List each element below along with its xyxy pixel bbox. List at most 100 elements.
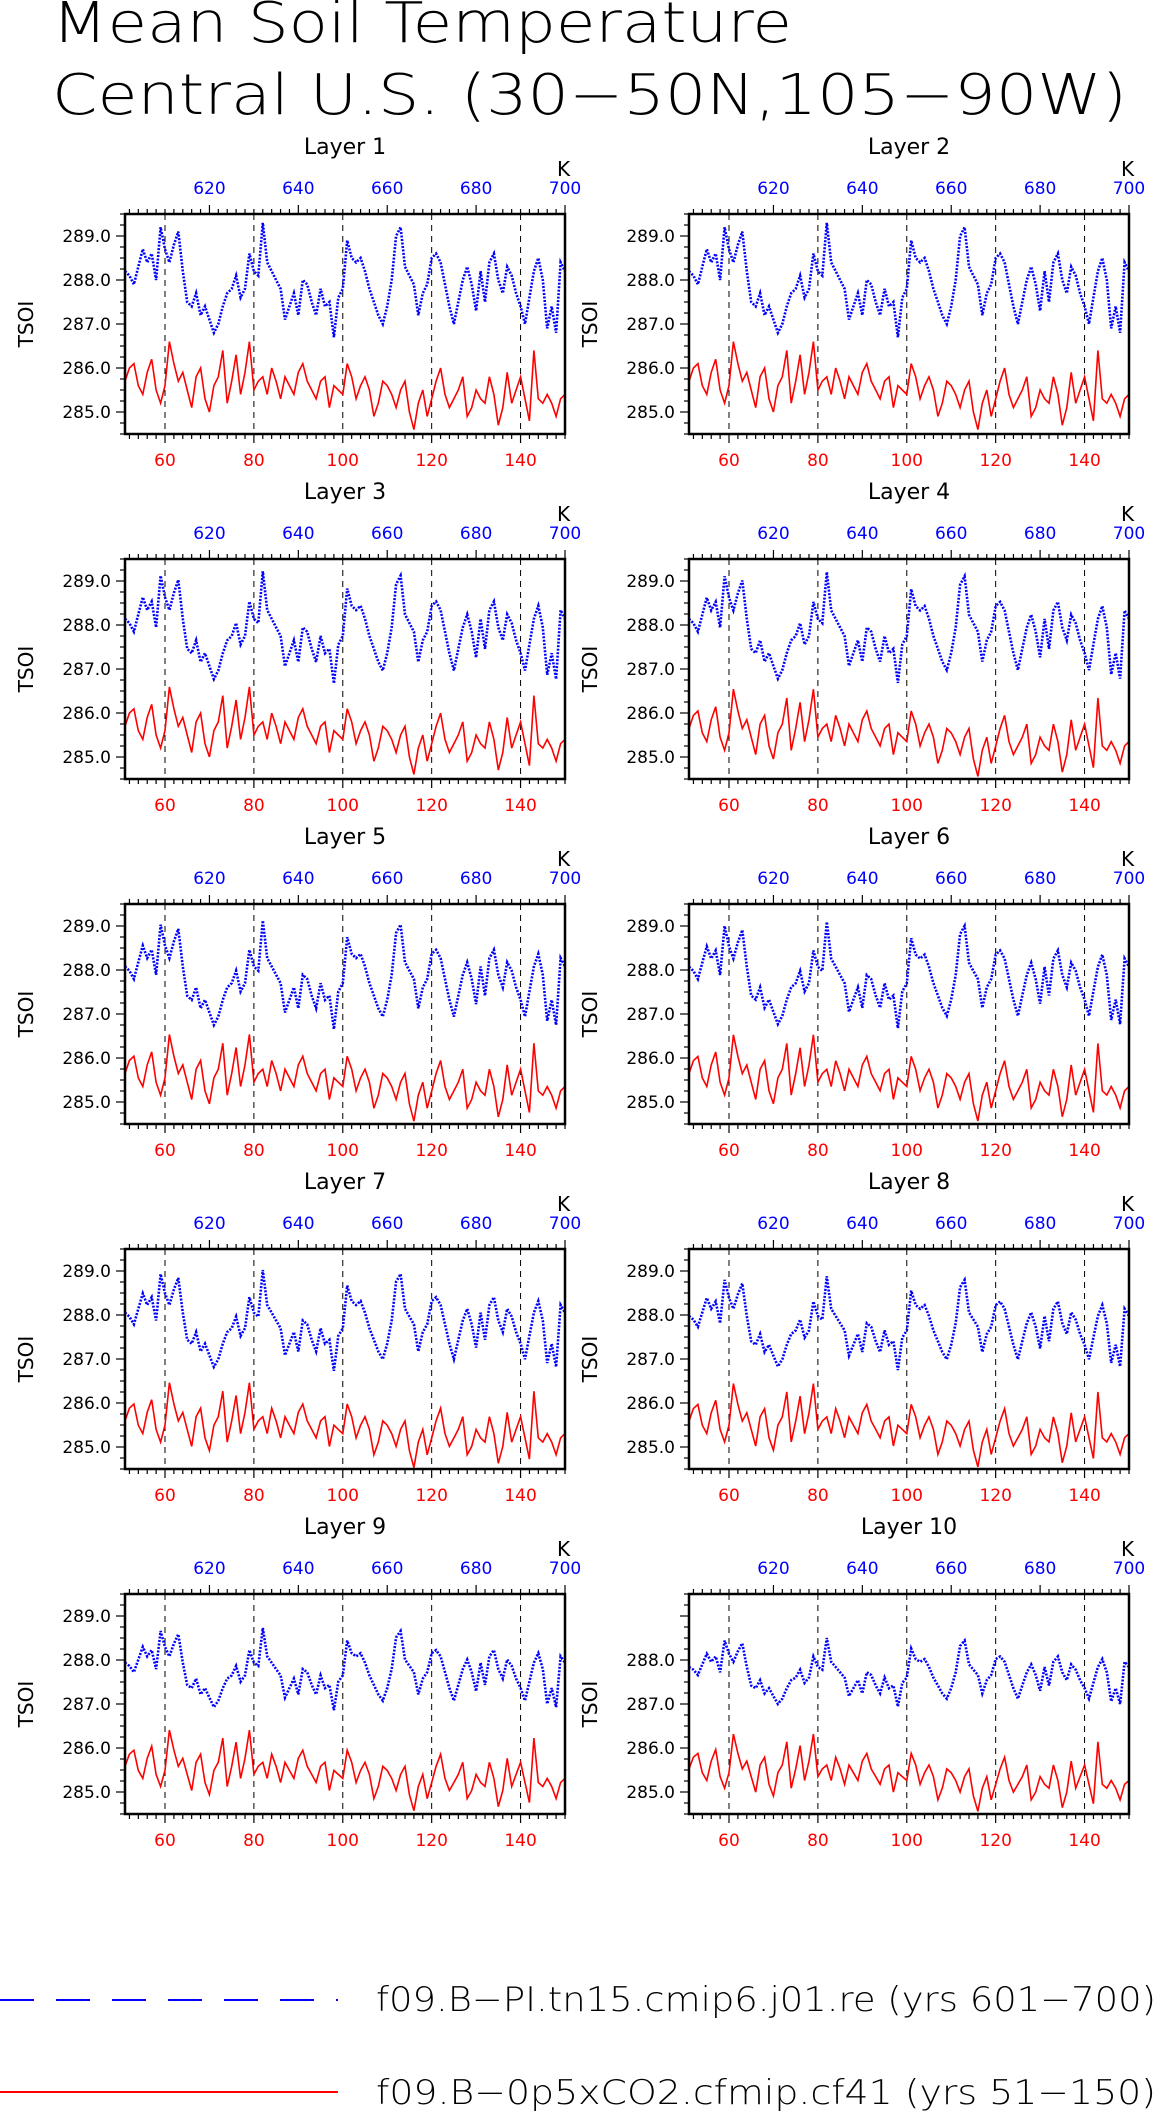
y-tick-label: 289.0 [626, 1262, 675, 1282]
x-bottom-tick-label: 60 [718, 796, 740, 816]
y-tick-label: 287.0 [626, 1350, 675, 1370]
x-bottom-tick-label: 100 [891, 1486, 923, 1506]
x-top-tick-label: 700 [549, 179, 581, 199]
series-line-pi [124, 920, 567, 1030]
y-tick-label: 289.0 [62, 227, 111, 247]
x-bottom-tick-label: 140 [504, 1486, 536, 1506]
y-tick-label: 285.0 [62, 748, 111, 768]
y-axis-label: TSOI [14, 1336, 38, 1384]
x-top-unit-label: K [557, 157, 571, 181]
y-tick-label: 287.0 [62, 660, 111, 680]
x-top-unit-label: K [1121, 502, 1135, 526]
x-bottom-tick-label: 80 [807, 796, 829, 816]
x-top-tick-label: 620 [193, 869, 225, 889]
y-tick-label: 287.0 [62, 315, 111, 335]
x-bottom-tick-label: 60 [718, 1141, 740, 1161]
x-bottom-tick-label: 120 [979, 796, 1011, 816]
x-top-tick-label: 660 [935, 1559, 967, 1579]
series-line-pi [688, 921, 1131, 1029]
figure-title-line1: Mean Soil Temperature [52, 0, 792, 56]
x-top-tick-label: 660 [371, 869, 403, 889]
y-axis-label: TSOI [578, 1681, 602, 1729]
series-line-pi [688, 571, 1131, 684]
x-top-unit-label: K [1121, 1192, 1135, 1216]
y-tick-label: 286.0 [62, 1739, 111, 1759]
x-top-tick-label: 620 [757, 1214, 789, 1234]
y-axis-label: TSOI [14, 646, 38, 694]
plot-frame [123, 1247, 567, 1471]
y-tick-label: 286.0 [626, 1049, 675, 1069]
plot-frame [687, 557, 1131, 781]
series-line-0p5xco2 [124, 341, 566, 430]
plot-frame [687, 212, 1131, 436]
y-tick-label: 288.0 [62, 616, 111, 636]
y-tick-label: 285.0 [626, 1093, 675, 1113]
x-top-tick-label: 620 [193, 1559, 225, 1579]
y-axis-label: TSOI [14, 1681, 38, 1729]
series-line-0p5xco2 [688, 341, 1130, 430]
y-tick-label: 289.0 [62, 1262, 111, 1282]
panel-title: Layer 10 [861, 1515, 957, 1540]
y-tick-label: 288.0 [626, 616, 675, 636]
y-tick-label: 285.0 [62, 1438, 111, 1458]
legend: f09.B−PI.tn15.cmip6.j01.re (yrs 601−700)… [0, 1980, 1155, 2113]
figure-title-line2: Central U.S. (30−50N,105−90W) [52, 63, 1127, 128]
x-bottom-tick-label: 100 [891, 1141, 923, 1161]
x-top-tick-label: 620 [757, 524, 789, 544]
x-top-tick-label: 680 [460, 179, 492, 199]
series-line-0p5xco2 [124, 1034, 566, 1122]
plot-frame [687, 1247, 1131, 1471]
y-tick-label: 289.0 [626, 227, 675, 247]
x-top-tick-label: 680 [1024, 1559, 1056, 1579]
x-top-tick-label: 620 [757, 179, 789, 199]
plot-frame [687, 1592, 1131, 1816]
x-bottom-tick-label: 120 [415, 796, 447, 816]
y-tick-label: 285.0 [626, 1438, 675, 1458]
y-tick-label: 285.0 [626, 403, 675, 423]
series-line-0p5xco2 [688, 1034, 1130, 1122]
x-top-unit-label: K [557, 847, 571, 871]
x-top-tick-label: 620 [757, 1559, 789, 1579]
x-top-tick-label: 640 [282, 869, 314, 889]
x-top-tick-label: 700 [1113, 524, 1145, 544]
x-bottom-tick-label: 80 [807, 1831, 829, 1851]
x-bottom-tick-label: 100 [327, 1831, 359, 1851]
y-tick-label: 287.0 [62, 1695, 111, 1715]
x-top-tick-label: 640 [282, 179, 314, 199]
x-bottom-tick-label: 80 [807, 1486, 829, 1506]
x-bottom-tick-label: 80 [243, 796, 265, 816]
x-bottom-tick-label: 100 [891, 451, 923, 471]
x-bottom-tick-label: 120 [415, 1831, 447, 1851]
y-tick-label: 287.0 [626, 315, 675, 335]
plot-frame [687, 902, 1131, 1126]
panel-title: Layer 8 [868, 1170, 950, 1195]
x-bottom-tick-label: 120 [979, 451, 1011, 471]
x-bottom-tick-label: 140 [1068, 451, 1100, 471]
x-bottom-tick-label: 80 [243, 1486, 265, 1506]
x-bottom-tick-label: 140 [504, 1141, 536, 1161]
x-bottom-tick-label: 60 [718, 1831, 740, 1851]
x-bottom-tick-label: 80 [243, 1141, 265, 1161]
x-bottom-tick-label: 80 [807, 1141, 829, 1161]
series-line-0p5xco2 [688, 689, 1130, 777]
y-axis-label: TSOI [578, 301, 602, 349]
x-bottom-tick-label: 120 [415, 451, 447, 471]
x-top-tick-label: 640 [282, 524, 314, 544]
x-bottom-tick-label: 100 [891, 796, 923, 816]
series-line-pi [124, 571, 567, 684]
y-axis-label: TSOI [578, 1336, 602, 1384]
x-bottom-tick-label: 120 [415, 1486, 447, 1506]
y-tick-label: 287.0 [62, 1350, 111, 1370]
y-tick-label: 288.0 [62, 271, 111, 291]
x-bottom-tick-label: 140 [1068, 1486, 1100, 1506]
x-top-tick-label: 660 [371, 179, 403, 199]
x-top-tick-label: 680 [460, 524, 492, 544]
x-top-tick-label: 660 [371, 1559, 403, 1579]
x-bottom-tick-label: 140 [504, 451, 536, 471]
